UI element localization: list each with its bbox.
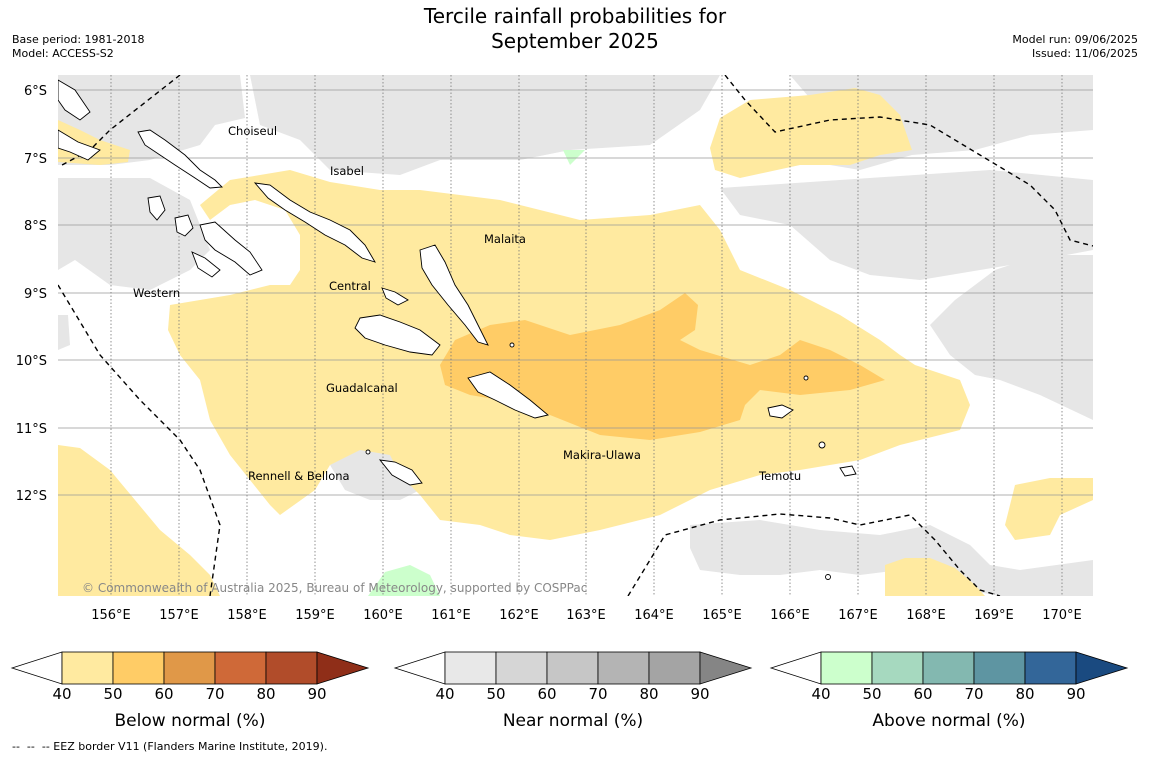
longitude-labels: 156°E 157°E 158°E 159°E 160°E 161°E 162°… [91,608,1082,623]
colorbar-tick: 90 [307,685,326,703]
eez-border-legend: -- -- -- EEZ border V11 (Flanders Marine… [12,740,328,753]
map-title-line2: September 2025 [491,29,659,53]
map-title-line1: Tercile rainfall probabilities for [423,4,727,28]
colorbar-above-normal: 40 50 60 70 80 90 Above normal (%) [769,651,1129,731]
lon-label: 168°E [906,608,946,623]
colorbar-tick: 90 [690,685,709,703]
lat-label: 11°S [16,422,47,437]
colorbar-tick: 80 [639,685,658,703]
lat-label: 10°S [16,354,47,369]
province-makira-ulawa: Makira-Ulawa [563,448,641,462]
colorbar-title-below: Below normal (%) [115,711,266,731]
province-rennell-bellona: Rennell & Bellona [248,469,350,483]
lon-label: 162°E [499,608,539,623]
lon-label: 170°E [1042,608,1082,623]
colorbar-extension-max [1075,651,1129,685]
meridians [110,75,1063,596]
province-central: Central [329,279,371,293]
eez-border [58,75,1093,596]
colorbar-tick: 40 [435,685,454,703]
colorbar-tick: 50 [486,685,505,703]
colorbar-extension-max [316,651,370,685]
colorbar-near-normal: 40 50 60 70 80 90 Near normal (%) [393,651,753,731]
map-area: Choiseul Isabel Malaita Western Central … [58,75,1093,596]
colorbar-segment [922,651,975,685]
lat-label: 8°S [24,219,47,234]
lon-label: 163°E [566,608,606,623]
colorbar-segment [214,651,267,685]
lon-label: 157°E [159,608,199,623]
colorbar-tick: 60 [913,685,932,703]
lon-label: 161°E [431,608,471,623]
colorbar-extension-min [769,651,822,685]
model-run-date: Model run: 09/06/2025 [1012,33,1138,46]
colorbar-tick: 60 [537,685,556,703]
colorbar-segment [871,651,924,685]
lon-label: 159°E [295,608,335,623]
province-temotu: Temotu [758,469,801,483]
colorbar-segment [648,651,701,685]
colorbar-segment [1024,651,1077,685]
colorbar-title-above: Above normal (%) [872,711,1025,731]
colorbar-segment [820,651,873,685]
colorbar-segment [61,651,114,685]
colorbar-tick: 40 [811,685,830,703]
below-normal-60-70-regions [440,293,885,440]
latitude-labels: 6°S 7°S 8°S 9°S 10°S 11°S 12°S [16,84,47,504]
map-title: Tercile rainfall probabilities for Septe… [0,4,1150,54]
meta-left: Base period: 1981-2018 Model: ACCESS-S2 [12,33,144,61]
meta-right: Model run: 09/06/2025 Issued: 11/06/2025 [1012,33,1138,61]
lon-label: 166°E [770,608,810,623]
province-choiseul: Choiseul [228,124,277,138]
colorbar-extension-max [699,651,753,685]
lat-label: 7°S [24,152,47,167]
lat-label: 12°S [16,489,47,504]
colorbar-tick: 50 [862,685,881,703]
colorbar-segment [112,651,165,685]
colorbar-extension-min [10,651,63,685]
coastlines [58,79,857,580]
gridlines [58,89,1093,496]
lon-label: 169°E [974,608,1014,623]
province-isabel: Isabel [330,164,364,178]
colorbar-tick: 60 [154,685,173,703]
above-normal-regions [368,150,585,596]
province-guadalcanal: Guadalcanal [326,381,398,395]
issued-date: Issued: 11/06/2025 [1031,47,1138,60]
base-period: Base period: 1981-2018 [12,33,145,46]
lon-label: 156°E [91,608,131,623]
lon-label: 164°E [634,608,674,623]
province-malaita: Malaita [484,232,526,246]
colorbar-segment [444,651,497,685]
colorbar-tick: 70 [964,685,983,703]
colorbar-tick: 50 [103,685,122,703]
colorbar-segment [163,651,216,685]
province-western: Western [133,286,180,300]
colorbar-tick: 80 [256,685,275,703]
colorbar-segment [265,651,318,685]
model-name: Model: ACCESS-S2 [12,47,114,60]
colorbar-below-normal: 40 50 60 70 80 90 Below normal (%) [10,651,370,731]
colorbar-segment [546,651,599,685]
colorbar-segment [597,651,650,685]
lat-label: 9°S [24,287,47,302]
lon-label: 167°E [838,608,878,623]
map-copyright: © Commonwealth of Australia 2025, Bureau… [82,581,587,595]
colorbar-title-near: Near normal (%) [503,711,643,731]
colorbar-tick: 40 [52,685,71,703]
colorbar-segment [973,651,1026,685]
colorbar-tick: 70 [588,685,607,703]
colorbar-segment [495,651,548,685]
lon-label: 160°E [363,608,403,623]
colorbar-tick: 80 [1015,685,1034,703]
lat-label: 6°S [24,84,47,99]
colorbar-extension-min [393,651,446,685]
lon-label: 165°E [702,608,742,623]
colorbar-tick: 90 [1066,685,1085,703]
lon-label: 158°E [227,608,267,623]
colorbar-tick: 70 [205,685,224,703]
